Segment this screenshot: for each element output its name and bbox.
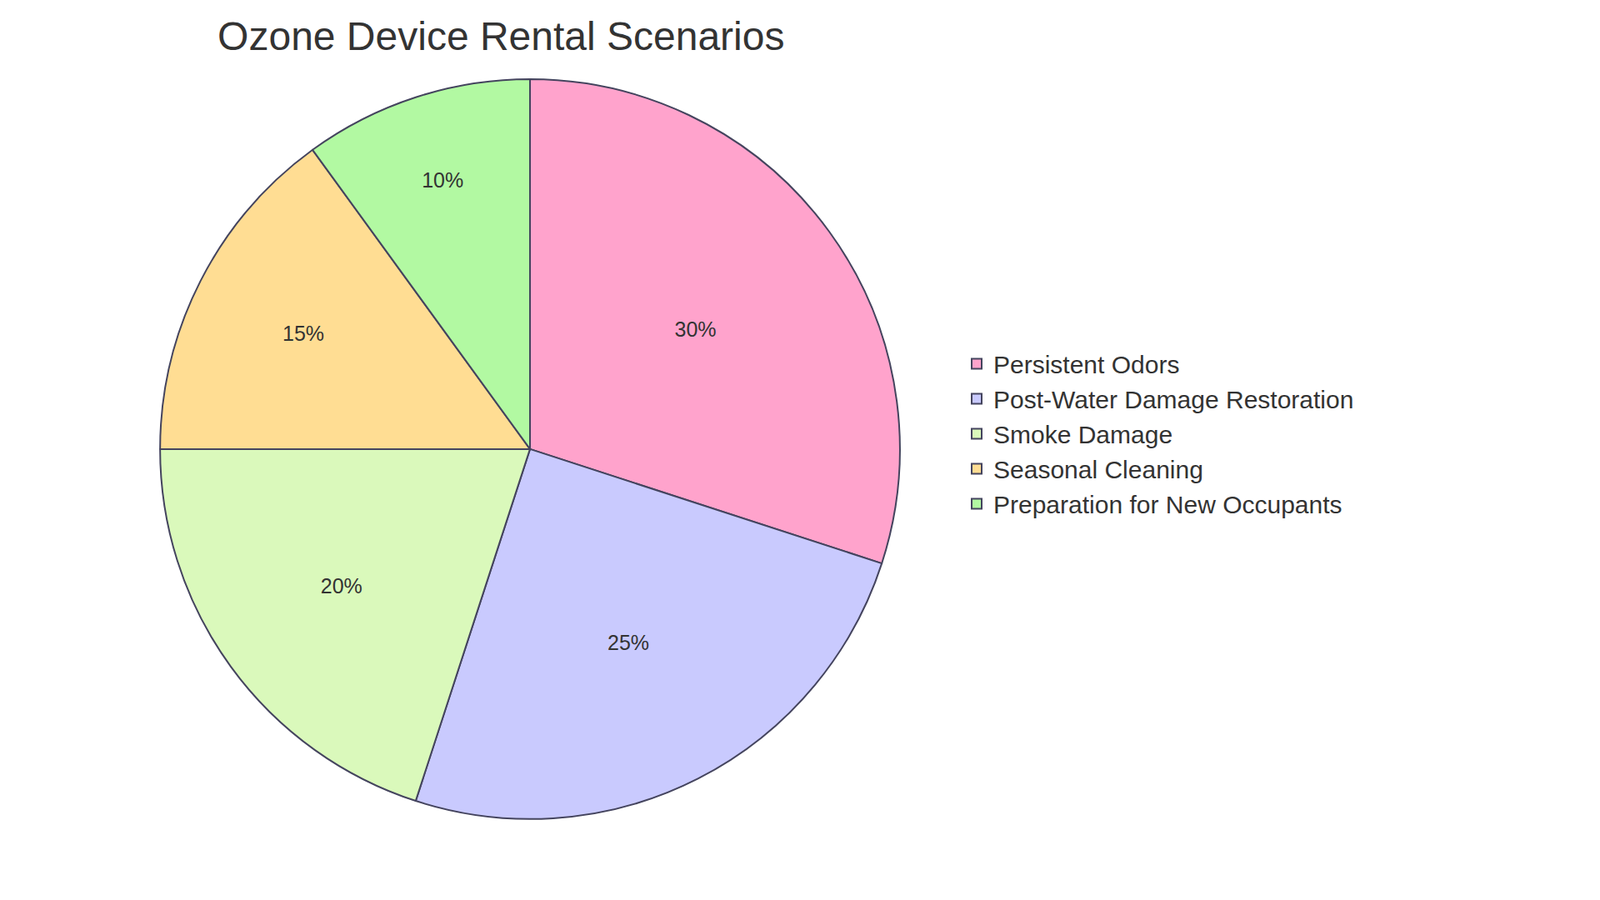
svg-text:Persistent Odors: Persistent Odors [993, 350, 1180, 379]
svg-text:Smoke Damage: Smoke Damage [993, 420, 1173, 449]
svg-text:Preparation for New Occupants: Preparation for New Occupants [993, 490, 1343, 519]
svg-text:Post-Water Damage Restoration: Post-Water Damage Restoration [993, 385, 1354, 414]
svg-text:20%: 20% [320, 574, 363, 598]
svg-text:Seasonal Cleaning: Seasonal Cleaning [993, 455, 1204, 484]
svg-text:30%: 30% [674, 317, 716, 341]
svg-text:Ozone Device Rental Scenarios: Ozone Device Rental Scenarios [217, 14, 785, 59]
svg-text:10%: 10% [421, 168, 464, 192]
svg-text:25%: 25% [607, 630, 650, 655]
svg-text:15%: 15% [282, 321, 325, 345]
